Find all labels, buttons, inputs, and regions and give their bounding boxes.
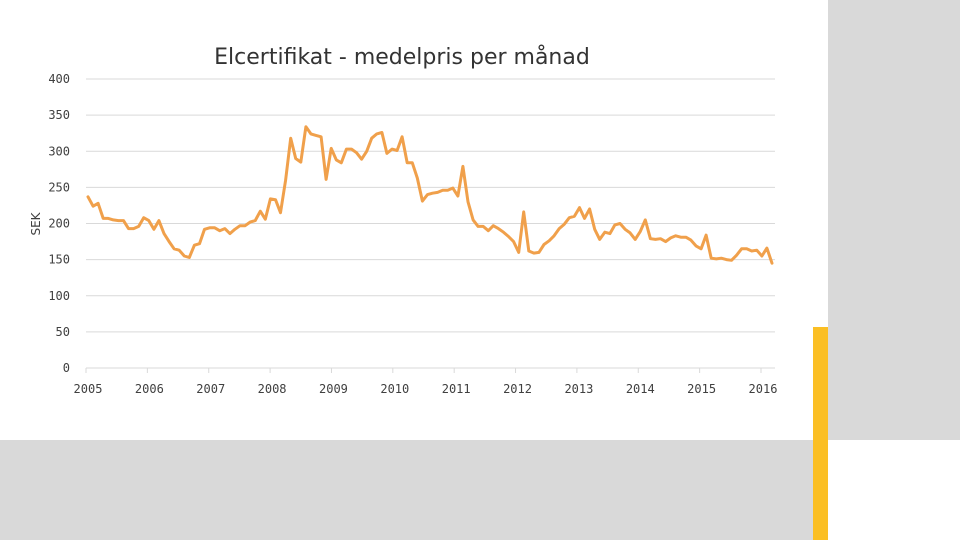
x-tick-label: 2014 [626, 382, 655, 396]
x-tick-label: 2008 [258, 382, 287, 396]
x-tick-label: 2015 [687, 382, 716, 396]
series-line [86, 125, 774, 265]
y-tick-label: 50 [56, 325, 70, 339]
right-side-panel [828, 0, 960, 440]
chart-title: Elcertifikat - medelpris per månad [214, 44, 590, 70]
line-chart: Elcertifikat - medelpris per månad SEK 0… [29, 44, 778, 396]
y-tick-label: 300 [48, 144, 70, 158]
x-tick-label: 2016 [749, 382, 778, 396]
x-tick-labels: 2005 2006 2007 2008 2009 2010 2011 2012 2013 2014… [74, 368, 778, 396]
accent-bar [813, 327, 828, 540]
y-tick-label: 250 [48, 180, 70, 194]
y-tick-label: 350 [48, 108, 70, 122]
x-tick-label: 2009 [319, 382, 348, 396]
x-tick-label: 2006 [135, 382, 164, 396]
y-tick-label: 0 [63, 361, 70, 375]
grid-lines [86, 78, 775, 369]
x-tick-label: 2011 [442, 382, 471, 396]
x-tick-label: 2013 [564, 382, 593, 396]
y-tick-label: 400 [48, 72, 70, 86]
x-tick-label: 2010 [380, 382, 409, 396]
y-tick-label: 200 [48, 217, 70, 231]
bottom-panel [0, 440, 828, 540]
y-axis-title: SEK [29, 211, 43, 235]
x-tick-label: 2005 [74, 382, 103, 396]
y-tick-labels: 0 50 100 150 200 250 300 350 400 [48, 72, 70, 375]
series-layer [86, 125, 774, 265]
x-tick-label: 2012 [503, 382, 532, 396]
x-tick-label: 2007 [196, 382, 225, 396]
y-tick-label: 150 [48, 253, 70, 267]
y-tick-label: 100 [48, 289, 70, 303]
